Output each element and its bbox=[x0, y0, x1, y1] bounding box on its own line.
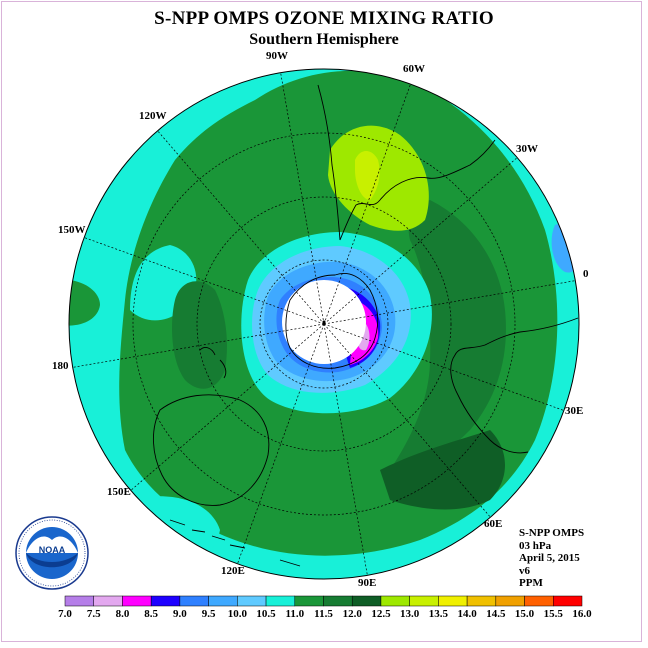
indonesia-islands bbox=[169, 519, 301, 567]
noaa-logo-text: NOAA bbox=[39, 545, 66, 555]
colorbar-swatch bbox=[93, 595, 123, 607]
info-date: April 5, 2015 bbox=[519, 552, 580, 564]
colorbar-swatch bbox=[323, 595, 353, 607]
colorbar-swatch bbox=[553, 595, 583, 607]
colorbar-swatch bbox=[237, 595, 267, 607]
new-zealand-coast bbox=[199, 347, 227, 379]
lon-label-60w: 60W bbox=[403, 63, 425, 75]
lon-label-60e: 60E bbox=[484, 518, 503, 530]
colorbar-swatch bbox=[524, 595, 554, 607]
map-subtitle: Southern Hemisphere bbox=[249, 31, 399, 48]
colorbar-tick-label: 7.0 bbox=[58, 608, 72, 620]
info-level: 03 hPa bbox=[519, 539, 552, 552]
lon-label-120e: 120E bbox=[221, 565, 245, 577]
colorbar-swatch bbox=[179, 595, 209, 607]
colorbar-swatch bbox=[64, 595, 94, 607]
map-title: S-NPP OMPS OZONE MIXING RATIO bbox=[154, 8, 494, 29]
colorbar-tick-label: 13.5 bbox=[428, 608, 448, 620]
info-version: v6 bbox=[519, 564, 530, 577]
south-america-coast bbox=[317, 84, 496, 241]
africa-coast bbox=[450, 317, 579, 454]
lon-label-90e: 90E bbox=[358, 577, 377, 589]
colorbar-swatch bbox=[380, 595, 410, 607]
colorbar-tick-label: 13.0 bbox=[400, 608, 420, 620]
colorbar-swatch bbox=[351, 595, 382, 607]
colorbar-tick-label: 7.5 bbox=[86, 608, 101, 620]
colorbar-swatch bbox=[294, 595, 324, 607]
colorbar-tick-label: 12.0 bbox=[342, 608, 362, 620]
map-info-block: S-NPP OMPS 03 hPa April 5, 2015 v6 PPM bbox=[519, 527, 584, 590]
colorbar-tick-label: 12.5 bbox=[371, 608, 391, 620]
lon-label-150e: 150E bbox=[107, 486, 131, 498]
colorbar-tick-label: 9.0 bbox=[173, 608, 187, 620]
figure-frame bbox=[1, 1, 642, 642]
colorbar-tick-label: 11.5 bbox=[314, 608, 333, 620]
dark-green-band-east bbox=[390, 200, 506, 470]
colorbar-swatch bbox=[409, 595, 439, 607]
lon-label-30w: 30W bbox=[516, 143, 538, 155]
graticule bbox=[69, 69, 579, 579]
colorbar-tick-label: 15.5 bbox=[543, 608, 563, 620]
colorbar-tick-label: 8.0 bbox=[115, 608, 130, 620]
info-instrument: S-NPP OMPS bbox=[519, 527, 585, 539]
australia-coast bbox=[152, 394, 270, 506]
colorbar-tick-label: 14.0 bbox=[457, 608, 477, 620]
lon-label-30e: 30E bbox=[565, 405, 584, 417]
map-boundary bbox=[68, 68, 580, 580]
colorbar-tick-label: 11.0 bbox=[285, 608, 305, 620]
colorbar-swatch bbox=[495, 595, 525, 607]
info-units: PPM bbox=[519, 577, 543, 589]
colorbar-tick-label: 9.5 bbox=[201, 608, 216, 620]
pole-marker bbox=[322, 320, 326, 324]
colorbar-tick-label: 10.5 bbox=[256, 608, 276, 620]
colorbar-tick-label: 10.0 bbox=[227, 608, 247, 620]
colorbar-swatch bbox=[438, 595, 468, 607]
colorbar-tick-label: 15.0 bbox=[514, 608, 535, 620]
colorbar-tick-label: 16.0 bbox=[572, 608, 592, 620]
lon-label-150w: 150W bbox=[58, 224, 86, 236]
colorbar-swatch bbox=[466, 595, 497, 607]
lon-label-0: 0 bbox=[583, 268, 589, 280]
coastlines bbox=[152, 84, 579, 567]
darker-green-patch-southeast bbox=[380, 430, 505, 510]
lon-label-120w: 120W bbox=[139, 110, 167, 122]
colorbar-swatch bbox=[122, 595, 152, 607]
dark-green-band-west bbox=[172, 281, 227, 389]
colorbar-swatch bbox=[150, 595, 181, 607]
colorbar-swatch bbox=[208, 595, 238, 607]
lon-label-90w: 90W bbox=[266, 50, 288, 62]
antarctica-coast bbox=[285, 273, 379, 369]
colorbar-tick-label: 8.5 bbox=[144, 608, 159, 620]
colorbar-swatch bbox=[265, 595, 296, 607]
lon-label-180: 180 bbox=[52, 360, 69, 372]
colorbar-tick-label: 14.5 bbox=[486, 608, 506, 620]
